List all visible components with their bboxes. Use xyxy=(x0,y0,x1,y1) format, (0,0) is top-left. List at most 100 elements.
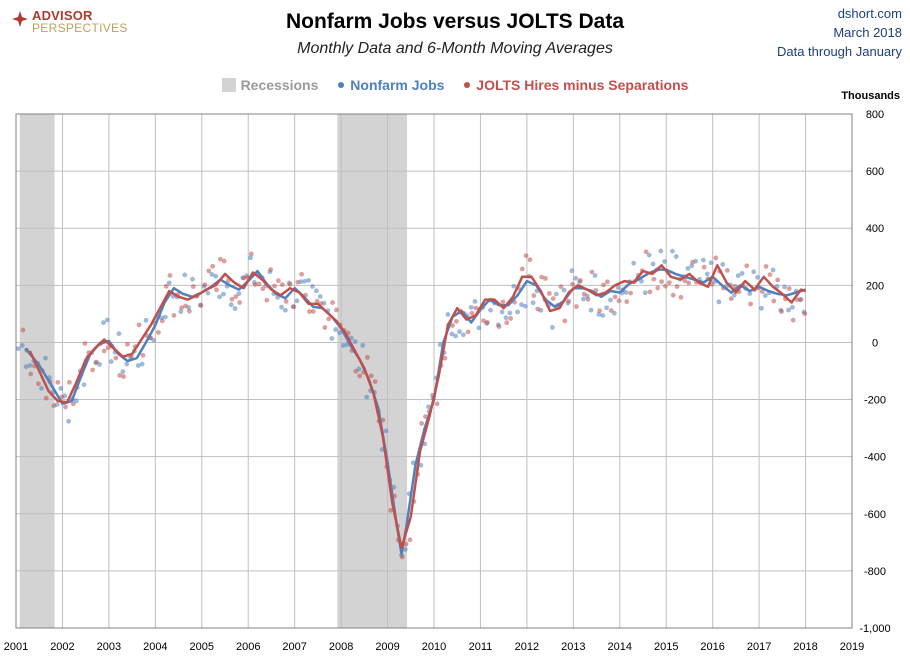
data-point-jolts xyxy=(550,296,556,302)
data-point-nonfarm xyxy=(104,317,110,323)
data-point-jolts xyxy=(330,300,335,305)
y-tick-label: 200 xyxy=(866,280,884,292)
data-point-jolts xyxy=(535,306,541,312)
data-point-nonfarm xyxy=(472,299,478,304)
data-point-nonfarm xyxy=(101,320,106,326)
data-point-nonfarm xyxy=(731,292,737,298)
data-point-nonfarm xyxy=(221,291,226,297)
data-point-nonfarm xyxy=(217,294,222,300)
data-point-nonfarm xyxy=(476,325,482,331)
data-point-nonfarm xyxy=(580,296,586,302)
data-point-jolts xyxy=(368,373,374,379)
data-point-jolts xyxy=(659,279,664,285)
data-point-nonfarm xyxy=(762,293,768,299)
data-point-jolts xyxy=(581,291,587,297)
data-point-nonfarm xyxy=(329,336,335,341)
data-point-nonfarm xyxy=(135,363,141,368)
data-point-nonfarm xyxy=(755,274,760,280)
y-tick-label: 400 xyxy=(866,223,884,235)
data-point-jolts xyxy=(310,309,316,314)
x-tick-label: 2017 xyxy=(747,641,771,653)
data-point-jolts xyxy=(291,304,297,310)
data-point-jolts xyxy=(546,291,552,296)
data-point-jolts xyxy=(388,507,394,513)
data-point-nonfarm xyxy=(58,385,64,391)
y-tick-label: 600 xyxy=(866,166,884,178)
data-point-jolts xyxy=(674,284,680,289)
data-point-nonfarm xyxy=(639,278,644,284)
legend-swatch-jolts xyxy=(464,82,471,88)
data-point-jolts xyxy=(28,371,34,377)
data-point-nonfarm xyxy=(782,284,788,290)
data-point-nonfarm xyxy=(600,313,606,318)
source-data-through: Data through January xyxy=(776,44,902,59)
data-point-nonfarm xyxy=(279,304,284,310)
data-point-nonfarm xyxy=(81,382,87,388)
data-point-jolts xyxy=(198,302,204,308)
data-point-jolts xyxy=(241,275,246,281)
data-point-jolts xyxy=(279,282,285,288)
data-point-jolts xyxy=(527,257,533,263)
data-point-jolts xyxy=(403,541,409,547)
data-point-jolts xyxy=(190,284,196,289)
data-point-nonfarm xyxy=(39,385,44,391)
data-point-nonfarm xyxy=(519,302,524,308)
data-point-jolts xyxy=(748,301,753,307)
data-point-jolts xyxy=(523,253,529,259)
data-point-nonfarm xyxy=(108,359,114,364)
data-point-jolts xyxy=(70,401,76,407)
data-point-nonfarm xyxy=(139,361,145,367)
data-point-jolts xyxy=(399,554,405,560)
data-point-jolts xyxy=(786,286,792,291)
data-point-jolts xyxy=(577,278,583,283)
data-point-jolts xyxy=(225,278,231,284)
data-point-jolts xyxy=(36,381,41,387)
data-point-jolts xyxy=(272,283,277,289)
data-point-nonfarm xyxy=(449,331,455,337)
logo-line-2: PERSPECTIVES xyxy=(32,21,128,35)
data-point-jolts xyxy=(666,280,672,286)
data-point-nonfarm xyxy=(341,343,346,348)
chart-subtitle: Monthly Data and 6-Month Moving Averages xyxy=(297,40,613,57)
data-point-nonfarm xyxy=(306,277,311,283)
y-tick-label: -200 xyxy=(864,395,886,407)
data-point-jolts xyxy=(237,300,243,305)
data-point-jolts xyxy=(260,286,266,292)
data-point-jolts xyxy=(485,320,490,325)
data-point-jolts xyxy=(248,251,254,257)
legend-label-jolts: JOLTS Hires minus Separations xyxy=(476,77,689,93)
data-point-jolts xyxy=(229,296,235,302)
data-point-nonfarm xyxy=(166,280,172,286)
data-point-nonfarm xyxy=(445,312,451,317)
data-point-jolts xyxy=(767,272,773,278)
data-point-jolts xyxy=(759,289,765,294)
data-point-nonfarm xyxy=(360,342,366,348)
data-point-jolts xyxy=(465,329,471,335)
data-point-jolts xyxy=(117,373,123,378)
data-point-nonfarm xyxy=(604,305,610,311)
data-point-nonfarm xyxy=(317,294,323,299)
data-point-nonfarm xyxy=(143,317,149,323)
data-point-jolts xyxy=(202,282,208,288)
data-point-jolts xyxy=(113,355,119,361)
data-point-nonfarm xyxy=(650,261,656,267)
compass-star-icon xyxy=(12,11,28,27)
data-point-nonfarm xyxy=(248,255,253,261)
data-point-jolts xyxy=(686,280,692,286)
data-point-nonfarm xyxy=(561,287,567,293)
data-point-nonfarm xyxy=(461,332,466,338)
data-point-nonfarm xyxy=(511,283,517,289)
data-point-jolts xyxy=(597,308,603,314)
data-point-nonfarm xyxy=(437,342,443,347)
data-point-nonfarm xyxy=(162,314,168,320)
data-point-jolts xyxy=(601,282,606,288)
data-point-nonfarm xyxy=(402,547,408,552)
recession-band-2 xyxy=(337,114,408,628)
data-point-nonfarm xyxy=(522,303,528,309)
data-point-jolts xyxy=(454,318,459,324)
data-point-jolts xyxy=(508,316,514,321)
data-point-jolts xyxy=(682,278,688,284)
data-point-jolts xyxy=(268,267,274,272)
data-point-jolts xyxy=(628,290,634,296)
data-point-jolts xyxy=(570,281,575,287)
